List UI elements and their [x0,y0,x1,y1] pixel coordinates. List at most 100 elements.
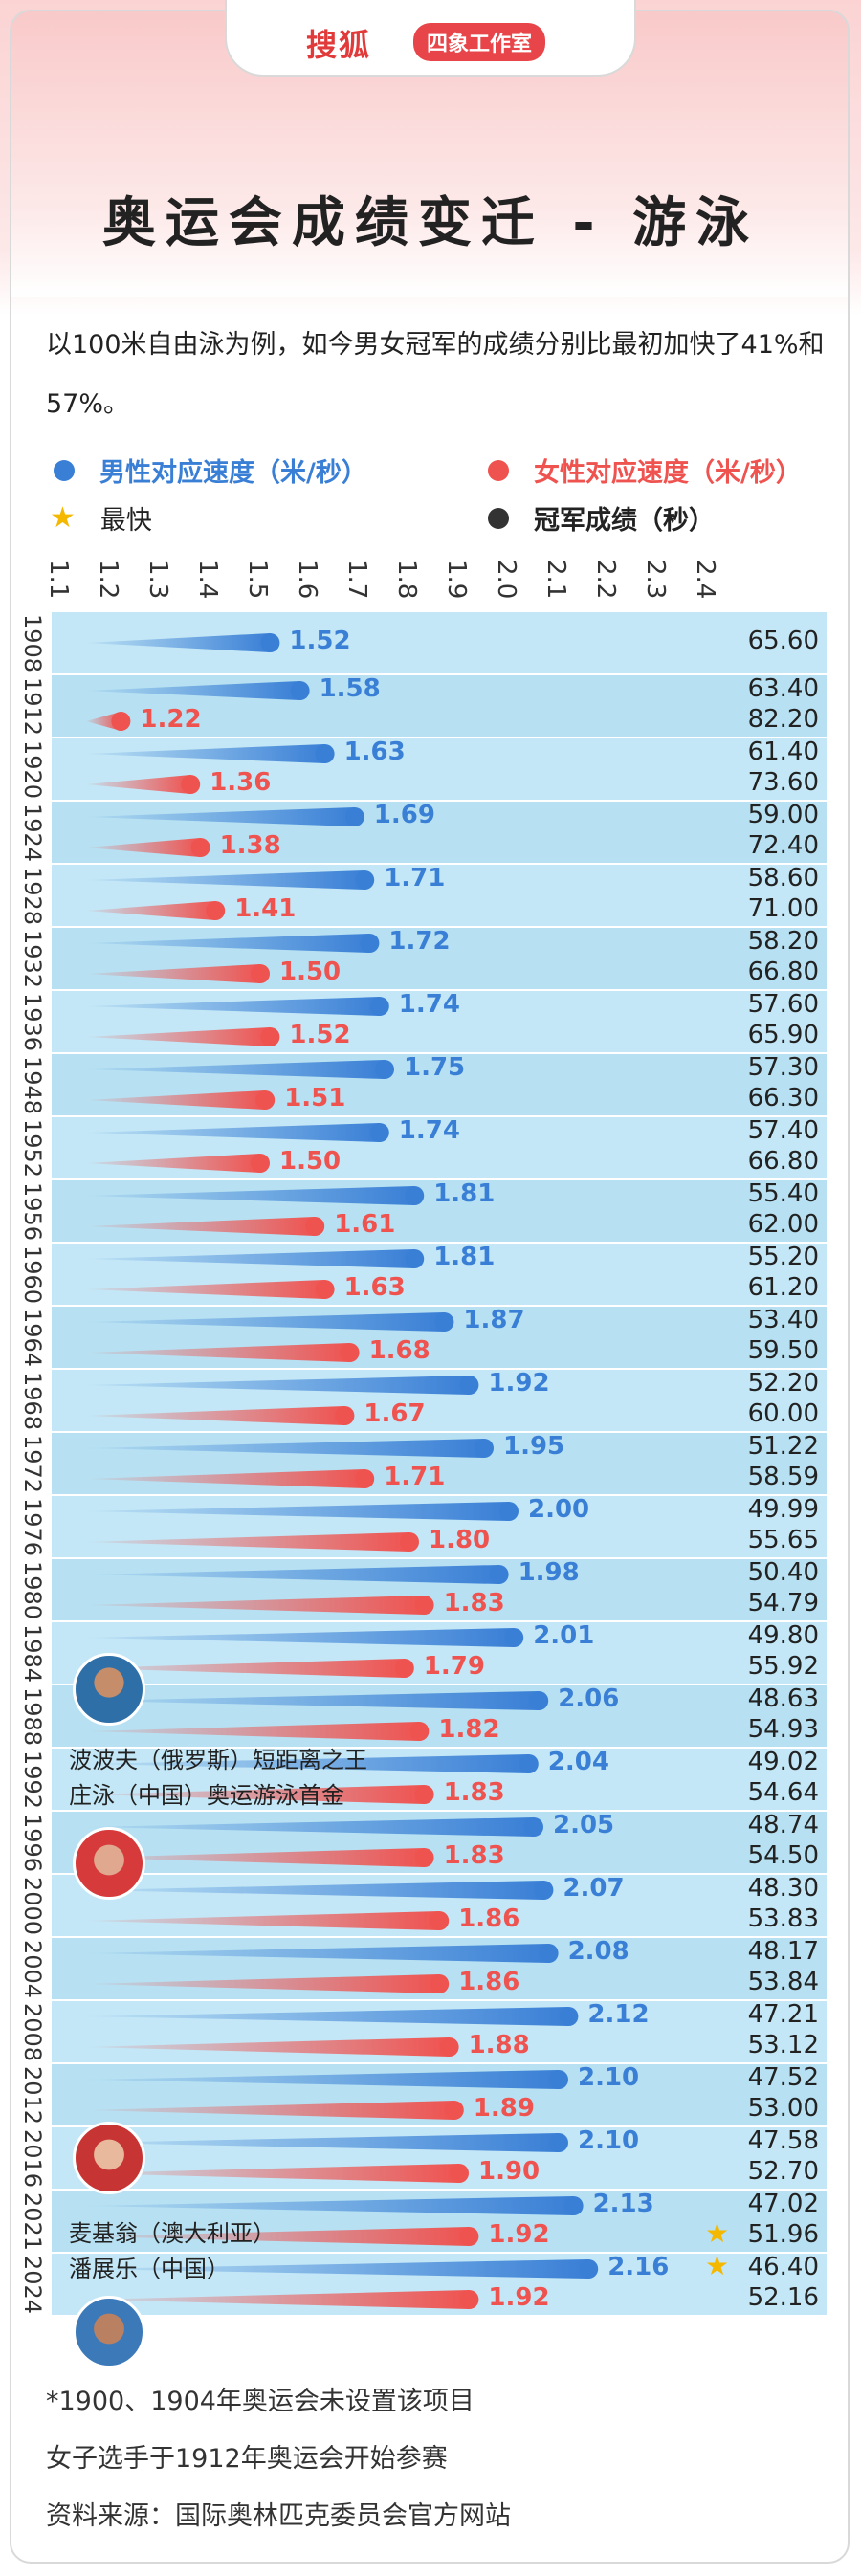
legend-female-label: 女性对应速度（米/秒） [534,458,802,488]
year-label: 1912 [19,677,46,737]
female-bar [86,775,201,794]
fastest-star-icon: ★ [705,2250,730,2281]
male-bar-shape [86,681,300,700]
female-speed-label: 1.83 [443,1589,505,1618]
male-bar-end [434,1312,454,1332]
female-time-label: 59.50 [747,1336,819,1365]
male-time-label: 63.40 [747,674,819,703]
male-bar-shape [86,633,271,652]
male-bar-shape [86,1565,499,1584]
male-bar [86,1376,479,1395]
male-bar-shape [86,807,355,826]
year-label: 1988 [19,1687,46,1747]
male-time-label: 48.17 [747,1937,819,1966]
female-bar [86,1217,325,1236]
female-bar [86,1469,375,1488]
female-bar-shape [86,1469,365,1488]
callout-pan: 潘展乐（中国） [69,2256,230,2282]
year-label: 2008 [19,2003,46,2062]
male-bar-end [489,1565,509,1584]
male-speed-label: 2.05 [553,1811,615,1839]
note-source: 资料来源：国际奥林匹克委员会官方网站 [46,2501,511,2531]
callout-mckeown: 麦基翁（澳大利亚） [69,2220,276,2247]
female-bar-end [190,838,210,857]
year-label: 1952 [19,1119,46,1178]
female-bar-shape [86,2037,450,2057]
male-bar-end [290,681,310,700]
male-bar [86,1060,394,1079]
female-bar-shape [86,1722,420,1741]
male-speed-label: 2.10 [578,2063,640,2092]
male-bar [86,1502,519,1521]
male-bar [86,1881,554,1900]
female-bar-end [439,2037,459,2057]
legend-male: 男性对应速度（米/秒） [54,451,367,489]
female-time-label: 73.60 [747,768,819,797]
female-bar-end [315,1280,335,1299]
male-speed-label: 1.58 [319,674,381,703]
male-bar-shape [86,934,370,953]
male-bar-shape [86,2007,569,2026]
female-bar-shape [86,1343,350,1362]
male-speed-label: 1.81 [433,1179,496,1208]
female-bar-end [444,2101,464,2120]
male-bar-end [519,1754,539,1773]
male-speed-label: 1.95 [503,1432,565,1461]
male-bar-end [355,870,375,890]
female-bar-end [251,1154,270,1173]
male-time-label: 49.02 [747,1748,819,1776]
row-divider [52,2189,827,2191]
female-speed-label: 1.50 [279,958,342,986]
row-divider [52,1873,827,1875]
female-bar-shape [86,712,121,731]
female-bar [86,1532,419,1552]
female-bar [86,964,270,983]
year-label: 1976 [19,1498,46,1557]
male-time-label: 48.74 [747,1811,819,1839]
avatar-mckeown [73,2122,145,2194]
row-divider [52,1999,827,2001]
male-bar-shape [86,1060,385,1079]
male-time-label: 47.21 [747,2000,819,2029]
male-bar [86,1186,425,1205]
x-tick-label: 2.3 [641,560,670,600]
male-bar-end [405,1186,425,1205]
male-speed-label: 1.92 [488,1369,550,1398]
female-time-label: 66.30 [747,1084,819,1112]
year-label: 2004 [19,1940,46,1999]
female-dot-icon [488,459,509,481]
male-bar-end [563,2196,584,2215]
female-bar-shape [86,1406,345,1425]
female-bar-end [430,1974,450,1993]
legend-fastest: ★ 最快 [50,499,152,537]
male-speed-label: 1.75 [404,1053,466,1082]
male-bar-end [315,744,335,763]
female-bar [86,2164,469,2183]
female-bar [86,1154,270,1173]
row-divider [52,989,827,991]
female-bar-shape [86,1848,425,1867]
female-speed-label: 1.36 [210,768,272,797]
callout-popov: 波波夫（俄罗斯）短距离之王 [69,1747,367,1773]
male-bar [86,1123,389,1142]
female-bar-shape [86,1090,266,1110]
female-bar [86,1659,414,1678]
female-bar-end [181,775,201,794]
x-tick-label: 1.5 [243,560,272,600]
x-tick-label: 2.4 [691,560,719,600]
male-time-label: 49.80 [747,1621,819,1650]
x-tick-label: 1.2 [94,560,122,600]
female-time-label: 51.96 [747,2220,819,2249]
female-bar [86,712,131,731]
male-time-label: 65.60 [747,627,819,655]
male-bar-shape [86,1628,515,1647]
female-bar [86,2037,459,2057]
male-speed-label: 1.74 [398,990,460,1019]
male-bar-end [559,2007,579,2026]
male-bar [86,2070,568,2089]
male-bar-end [579,2259,599,2279]
year-label: 2016 [19,2129,46,2189]
male-bar-end [260,633,280,652]
male-bar-end [499,1502,519,1521]
legend-fastest-label: 最快 [99,506,152,536]
